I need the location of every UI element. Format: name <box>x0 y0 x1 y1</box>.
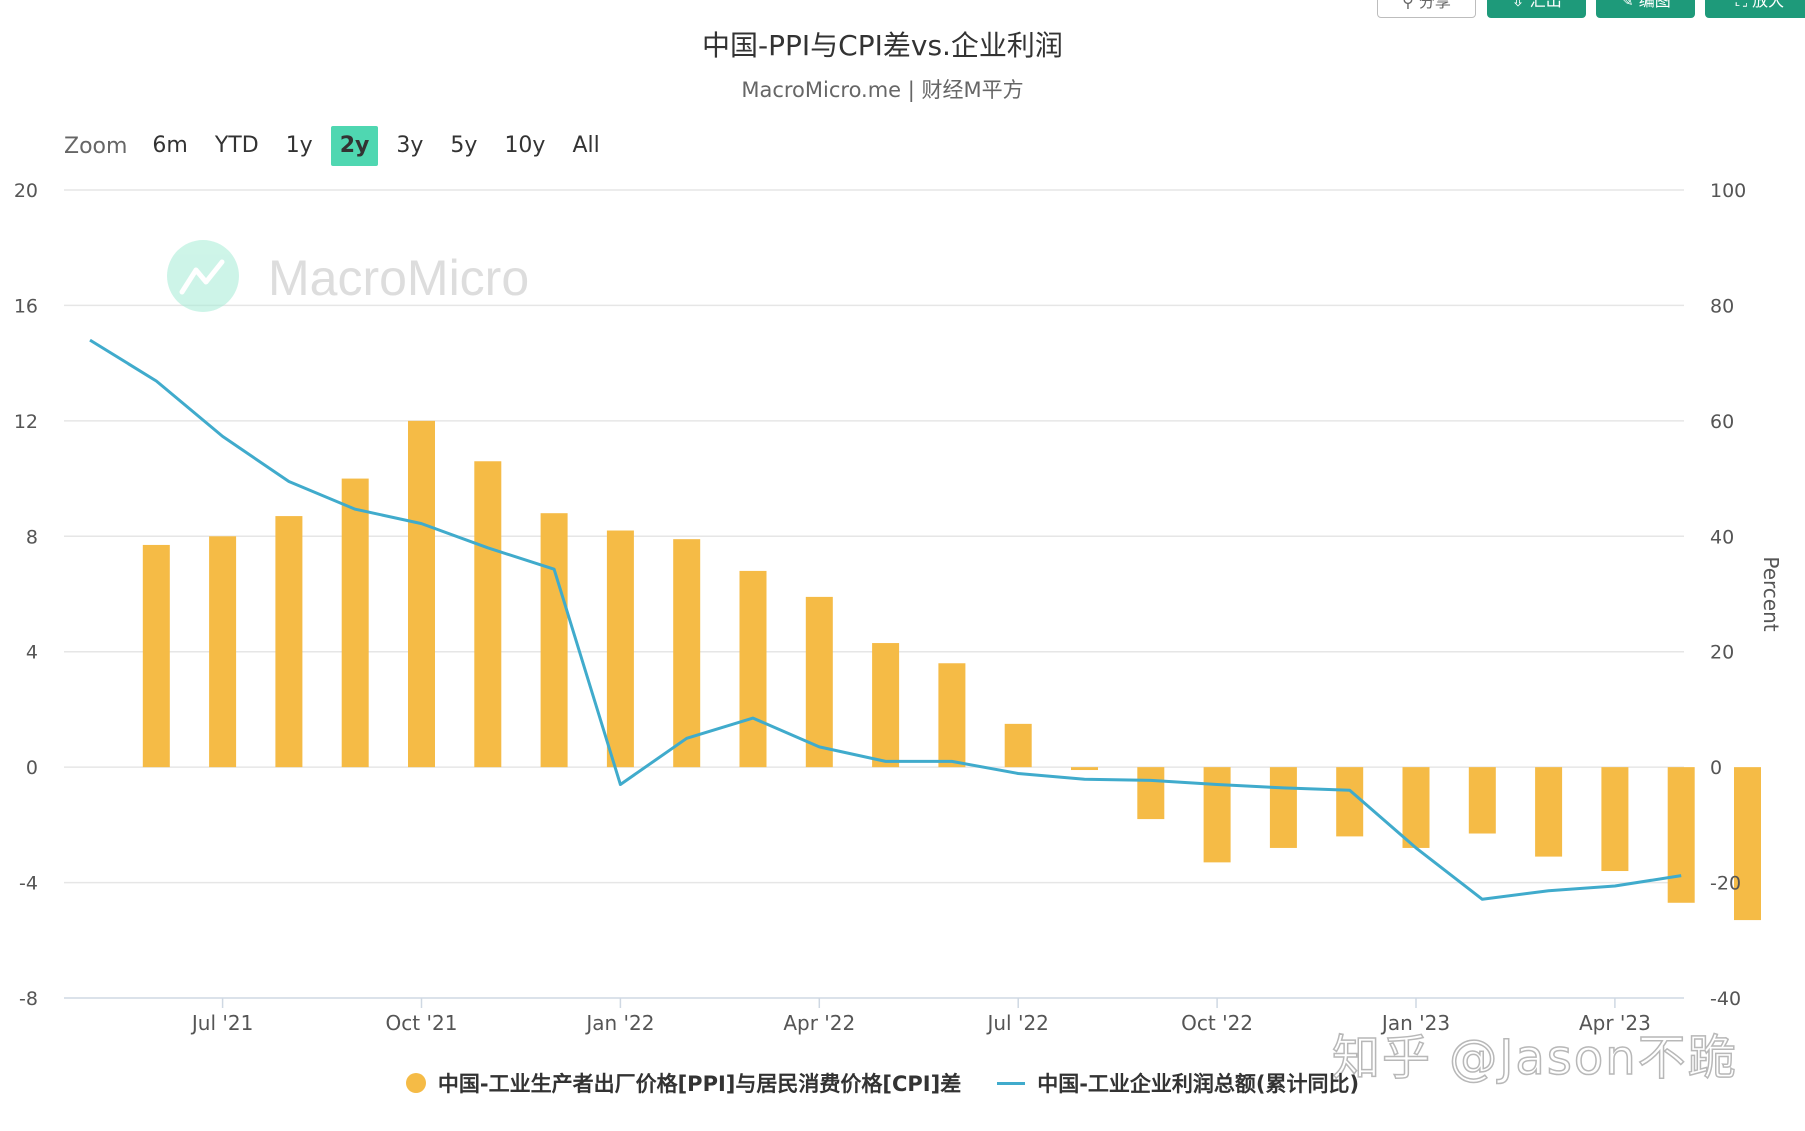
macromicro-watermark: MacroMicro <box>167 240 529 312</box>
zoom-option-5y[interactable]: 5y <box>450 133 478 158</box>
bar <box>673 539 701 768</box>
expand-button[interactable]: ⛶ 放大 <box>1705 0 1805 18</box>
x-axis-tick-label: Apr '22 <box>783 1011 855 1035</box>
zoom-option-1y[interactable]: 1y <box>285 133 313 158</box>
share-button-label: 分享 <box>1418 0 1451 11</box>
x-axis-tick-label: Oct '22 <box>1181 1011 1253 1035</box>
bar <box>341 478 369 768</box>
axis-ticks: 20 100 16 80 12 60 8 40 4 20 0 0 -4 -20 -8 -40 Jul '21 Oc… <box>14 180 1746 1035</box>
right-axis-tick-label: 100 <box>1710 180 1746 202</box>
bar <box>1601 767 1629 872</box>
left-axis-tick-label: 16 <box>14 295 38 317</box>
right-axis-tick-label: 80 <box>1710 295 1734 317</box>
legend-label-industrial-profit: 中国-工业企业利润总额(累计同比) <box>1037 1072 1360 1096</box>
legend-line-icon <box>997 1081 1026 1085</box>
chart-title: 中国-PPI与CPI差vs.企业利润 <box>702 29 1063 62</box>
bar-series <box>142 420 1761 921</box>
bar <box>1269 767 1297 848</box>
bar <box>739 570 767 768</box>
zoom-option-ytd[interactable]: YTD <box>214 133 259 158</box>
bar <box>938 663 966 768</box>
bar <box>1667 767 1695 903</box>
bar <box>1203 767 1231 863</box>
chart-subtitle: MacroMicro.me | 财经M平方 <box>741 78 1024 102</box>
profit-line-series <box>89 338 1682 901</box>
left-axis-tick-label: -8 <box>19 988 38 1010</box>
x-axis-tick-label: Oct '21 <box>386 1011 458 1035</box>
x-axis-tick-label: Apr '23 <box>1579 1011 1651 1035</box>
bar <box>474 461 502 768</box>
right-axis-tick-label: 60 <box>1710 411 1734 433</box>
legend-item-ppi-cpi-spread[interactable]: 中国-工业生产者出厂价格[PPI]与居民消费价格[CPI]差 <box>405 1068 962 1098</box>
edit-button-label: 编图 <box>1638 0 1671 10</box>
bar <box>209 536 237 768</box>
zoom-option-6m[interactable]: 6m <box>152 133 188 158</box>
x-axis-tick-label: Jul '21 <box>190 1011 253 1035</box>
x-axis-tick-label: Jan '22 <box>584 1011 654 1035</box>
bar <box>805 596 833 768</box>
left-axis-tick-label: 4 <box>26 642 38 664</box>
right-axis-tick-label: -20 <box>1710 873 1741 895</box>
left-axis-tick-label: -4 <box>19 873 38 895</box>
export-button[interactable]: ⇩ 汇出 <box>1487 0 1586 18</box>
export-button-label: 汇出 <box>1529 0 1562 10</box>
bar <box>1137 767 1165 820</box>
zhihu-watermark: 知乎 @Jason不跪 <box>1331 1029 1738 1087</box>
left-axis-tick-label: 8 <box>26 526 38 548</box>
zoom-label: Zoom <box>64 133 128 159</box>
bar <box>142 544 170 768</box>
bar <box>1071 767 1098 771</box>
zoom-option-10y[interactable]: 10y <box>504 133 546 158</box>
right-axis-tick-label: 0 <box>1710 757 1722 779</box>
bar <box>408 420 435 768</box>
zoom-selector: Zoom 6m YTD 1y 2y 3y 5y 10y All <box>64 126 618 166</box>
edit-chart-button[interactable]: ✎ 编图 <box>1596 0 1695 18</box>
share-icon: ⚲ <box>1402 0 1419 11</box>
bar <box>275 516 303 768</box>
legend-item-industrial-profit[interactable]: 中国-工业企业利润总额(累计同比) <box>997 1068 1359 1098</box>
bar <box>1004 723 1032 768</box>
bar <box>1734 767 1761 921</box>
legend-dot-icon <box>405 1073 426 1093</box>
bar <box>540 513 568 768</box>
right-axis-tick-label: -40 <box>1710 988 1741 1010</box>
zoom-option-3y[interactable]: 3y <box>396 133 424 158</box>
right-axis-tick-label: 20 <box>1710 642 1734 664</box>
left-axis-tick-label: 20 <box>14 180 38 202</box>
left-axis-tick-label: 0 <box>26 757 38 779</box>
bar <box>1402 767 1430 848</box>
right-axis-title: Percent <box>1759 556 1783 631</box>
share-button[interactable]: ⚲ 分享 <box>1377 0 1476 18</box>
logo-chart-mark <box>179 259 225 295</box>
gridlines <box>64 189 1684 999</box>
expand-icon: ⛶ <box>1735 0 1753 10</box>
legend-label-ppi-cpi-spread: 中国-工业生产者出厂价格[PPI]与居民消费价格[CPI]差 <box>437 1072 962 1096</box>
edit-icon: ✎ <box>1620 0 1639 10</box>
x-axis-tick-label: Jan '23 <box>1380 1011 1450 1035</box>
bar <box>872 643 900 768</box>
x-axis-tick-label: Jul '22 <box>985 1011 1048 1035</box>
left-axis-tick-label: 12 <box>14 411 38 433</box>
bar <box>1468 767 1496 834</box>
bar <box>606 530 634 768</box>
zoom-option-all[interactable]: All <box>572 133 600 158</box>
legend: 中国-工业生产者出厂价格[PPI]与居民消费价格[CPI]差 中国-工业企业利润… <box>0 1068 1765 1098</box>
expand-button-label: 放大 <box>1752 0 1785 10</box>
right-axis-tick-label: 40 <box>1710 526 1734 548</box>
watermark-logo-text: MacroMicro <box>268 250 529 306</box>
bar <box>1535 767 1563 857</box>
bar <box>1336 767 1364 837</box>
download-icon: ⇩ <box>1511 0 1530 10</box>
zoom-option-2y[interactable]: 2y <box>330 126 379 166</box>
